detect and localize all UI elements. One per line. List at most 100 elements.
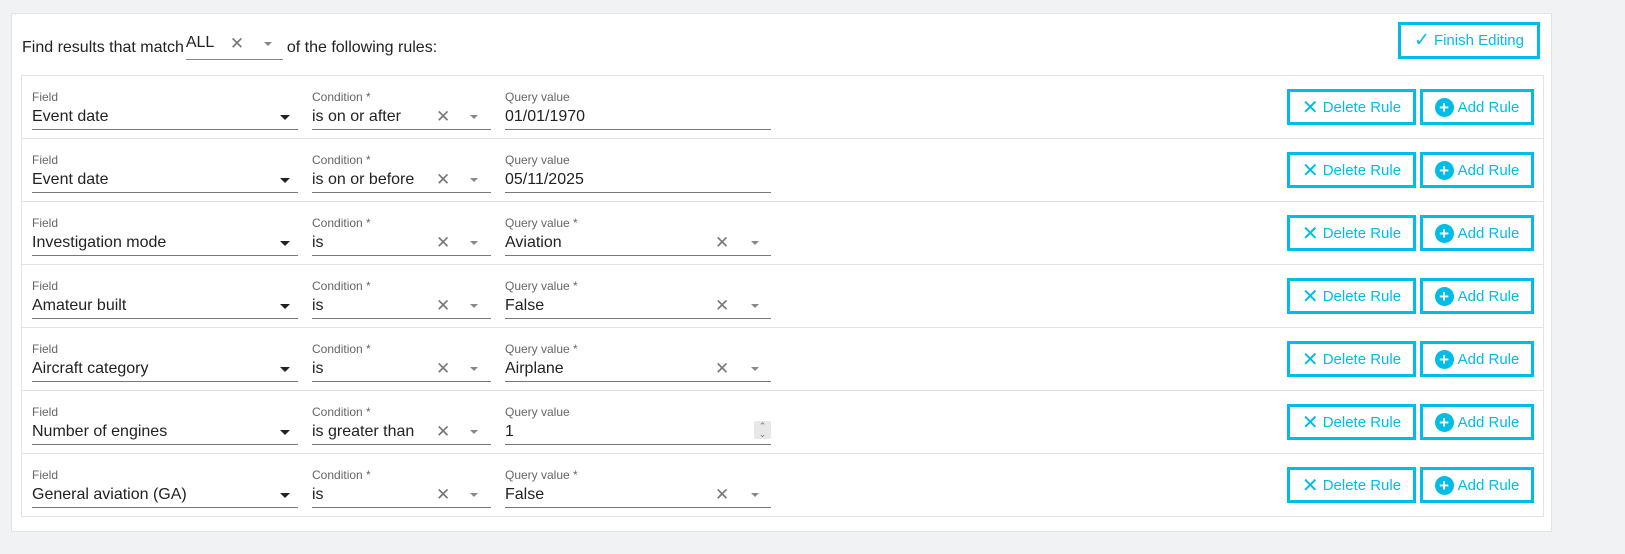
clear-icon[interactable]: ✕ — [436, 233, 451, 252]
clear-icon[interactable]: ✕ — [229, 34, 245, 53]
field-select[interactable]: Field Aircraft category — [32, 328, 298, 382]
condition-select[interactable]: Condition * is ✕ — [312, 454, 491, 508]
field-label: Field — [32, 216, 59, 230]
delete-rule-label: Delete Rule — [1322, 350, 1402, 368]
chevron-down-icon[interactable] — [470, 493, 478, 497]
clear-icon[interactable]: ✕ — [436, 485, 451, 504]
condition-select[interactable]: Condition * is on or before ✕ — [312, 139, 491, 193]
clear-icon[interactable]: ✕ — [715, 296, 730, 315]
field-value: General aviation (GA) — [32, 486, 187, 503]
close-icon: ✕ — [1301, 159, 1319, 182]
chevron-down-icon[interactable] — [751, 493, 759, 497]
condition-select[interactable]: Condition * is ✕ — [312, 265, 491, 319]
chevron-down-icon[interactable] — [751, 241, 759, 245]
condition-value: is on or before — [312, 171, 415, 188]
field-value: Event date — [32, 108, 109, 125]
chevron-down-icon[interactable] — [470, 178, 478, 182]
field-select[interactable]: Field General aviation (GA) — [32, 454, 298, 508]
clear-icon[interactable]: ✕ — [715, 233, 730, 252]
chevron-down-icon[interactable] — [470, 367, 478, 371]
query-value-input[interactable]: Query value * Airplane ✕ — [505, 328, 771, 382]
delete-rule-button[interactable]: ✕ Delete Rule — [1287, 152, 1416, 188]
rules-list: Field Event date Condition * is on or af… — [21, 75, 1544, 517]
close-icon: ✕ — [1301, 348, 1319, 371]
close-icon: ✕ — [1301, 222, 1319, 245]
chevron-down-icon[interactable] — [280, 493, 290, 498]
chevron-down-icon[interactable] — [751, 304, 759, 308]
delete-rule-button[interactable]: ✕ Delete Rule — [1287, 89, 1416, 125]
plus-circle-icon: + — [1434, 475, 1454, 495]
add-rule-button[interactable]: + Add Rule — [1420, 341, 1534, 377]
clear-icon[interactable]: ✕ — [436, 107, 451, 126]
query-value: False — [505, 486, 545, 503]
add-rule-label: Add Rule — [1457, 98, 1520, 116]
clear-icon[interactable]: ✕ — [436, 296, 451, 315]
condition-select[interactable]: Condition * is greater than ✕ — [312, 391, 491, 445]
clear-icon[interactable]: ✕ — [436, 170, 451, 189]
delete-rule-label: Delete Rule — [1322, 224, 1402, 242]
finish-editing-button[interactable]: ✓ Finish Editing — [1398, 22, 1540, 59]
add-rule-button[interactable]: + Add Rule — [1420, 152, 1534, 188]
query-label: Query value * — [505, 279, 578, 293]
chevron-down-icon[interactable] — [263, 42, 272, 46]
add-rule-button[interactable]: + Add Rule — [1420, 467, 1534, 503]
condition-select[interactable]: Condition * is ✕ — [312, 202, 491, 256]
delete-rule-button[interactable]: ✕ Delete Rule — [1287, 278, 1416, 314]
query-label: Query value — [505, 405, 570, 419]
chevron-down-icon[interactable] — [280, 367, 290, 372]
condition-value: is — [312, 486, 324, 503]
query-value: 01/01/1970 — [505, 108, 586, 125]
query-value-input[interactable]: Query value * Aviation ✕ — [505, 202, 771, 256]
chevron-down-icon[interactable] — [280, 430, 290, 435]
chevron-down-icon[interactable] — [280, 241, 290, 246]
field-select[interactable]: Field Event date — [32, 139, 298, 193]
add-rule-label: Add Rule — [1457, 287, 1520, 305]
chevron-down-icon[interactable] — [751, 367, 759, 371]
number-spinner[interactable]: ⌃ ⌄ — [754, 421, 771, 439]
add-rule-button[interactable]: + Add Rule — [1420, 404, 1534, 440]
clear-icon[interactable]: ✕ — [715, 485, 730, 504]
field-label: Field — [32, 342, 59, 356]
delete-rule-button[interactable]: ✕ Delete Rule — [1287, 467, 1416, 503]
delete-rule-label: Delete Rule — [1322, 287, 1402, 305]
field-select[interactable]: Field Event date — [32, 76, 298, 130]
chevron-down-icon[interactable] — [280, 304, 290, 309]
field-label: Field — [32, 279, 59, 293]
rule-row: Field Investigation mode Condition * is … — [21, 201, 1544, 265]
query-value-input[interactable]: Query value 05/11/2025 — [505, 139, 771, 193]
query-value-input[interactable]: Query value 1 ⌃ ⌄ — [505, 391, 771, 445]
field-select[interactable]: Field Number of engines — [32, 391, 298, 445]
query-value-input[interactable]: Query value * False ✕ — [505, 265, 771, 319]
add-rule-button[interactable]: + Add Rule — [1420, 89, 1534, 125]
match-select[interactable]: ALL ✕ — [185, 24, 283, 60]
chevron-down-icon[interactable] — [470, 304, 478, 308]
chevron-down-icon[interactable] — [470, 430, 478, 434]
delete-rule-button[interactable]: ✕ Delete Rule — [1287, 341, 1416, 377]
condition-select[interactable]: Condition * is on or after ✕ — [312, 76, 491, 130]
add-rule-button[interactable]: + Add Rule — [1420, 215, 1534, 251]
chevron-down-icon[interactable] — [280, 178, 290, 183]
chevron-down-icon[interactable] — [470, 241, 478, 245]
query-value-input[interactable]: Query value * False ✕ — [505, 454, 771, 508]
chevron-down-icon[interactable] — [470, 115, 478, 119]
field-label: Field — [32, 90, 59, 104]
field-select[interactable]: Field Investigation mode — [32, 202, 298, 256]
delete-rule-button[interactable]: ✕ Delete Rule — [1287, 215, 1416, 251]
delete-rule-button[interactable]: ✕ Delete Rule — [1287, 404, 1416, 440]
close-icon: ✕ — [1301, 474, 1319, 497]
chevron-down-icon[interactable] — [280, 115, 290, 120]
add-rule-label: Add Rule — [1457, 224, 1520, 242]
clear-icon[interactable]: ✕ — [436, 359, 451, 378]
rule-row: Field Aircraft category Condition * is ✕… — [21, 327, 1544, 391]
query-label: Query value * — [505, 216, 578, 230]
condition-label: Condition * — [312, 90, 371, 104]
clear-icon[interactable]: ✕ — [715, 359, 730, 378]
query-value-input[interactable]: Query value 01/01/1970 — [505, 76, 771, 130]
field-select[interactable]: Field Amateur built — [32, 265, 298, 319]
clear-icon[interactable]: ✕ — [436, 422, 451, 441]
add-rule-label: Add Rule — [1457, 476, 1520, 494]
field-value: Event date — [32, 171, 109, 188]
add-rule-button[interactable]: + Add Rule — [1420, 278, 1534, 314]
condition-select[interactable]: Condition * is ✕ — [312, 328, 491, 382]
match-header: Find results that match ALL ✕ of the fol… — [22, 34, 437, 60]
